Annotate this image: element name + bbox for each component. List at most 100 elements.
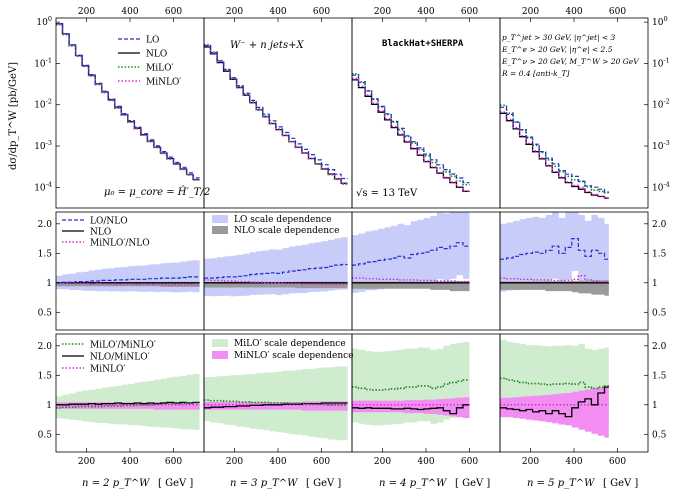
- svg-text:n = 3 p_T^W: n = 3 p_T^W: [230, 478, 298, 489]
- top-lo-curve-n5: [500, 106, 609, 193]
- legend-bot-minlo: MiNLO′: [62, 365, 125, 375]
- svg-text:n = 2 p_T^W: n = 2 p_T^W: [82, 478, 150, 489]
- bot-nlo-curve-n4: [352, 404, 470, 415]
- axis-ticks: 200 200 400 400 600 600 200 200 400 400 600 600 200 2…: [34, 7, 670, 467]
- bot-minlo-band-n4: [352, 397, 470, 418]
- svg-text:MiLO′ scale dependence: MiLO′ scale dependence: [234, 339, 346, 349]
- generator-label: BlackHat+SHERPA: [382, 39, 464, 49]
- x-axis-label-n3: n = 3 p_T^W [ GeV ]: [230, 478, 341, 489]
- y-tick-label-ratio-right: 1.5: [652, 371, 667, 381]
- mid-lo-curve-n2: [56, 276, 200, 284]
- x-tick-label-bot-n4: 400: [417, 457, 434, 467]
- energy-label: √s = 13 TeV: [356, 188, 418, 199]
- top-nlo-curve-n5: [500, 112, 609, 199]
- mid-lo-curve-n3: [204, 263, 348, 279]
- y-tick-label-ratio-right: 1: [652, 279, 658, 289]
- svg-text:NLO: NLO: [90, 228, 111, 238]
- cut-line-3: E_T^ν > 20 GeV, M_T^W > 20 GeV: [501, 57, 640, 66]
- top-frame-n2: [55, 17, 205, 209]
- svg-text:LO: LO: [146, 36, 159, 46]
- y-tick-label-top: 100: [36, 15, 52, 28]
- cut-line-1: p_T^jet > 30 GeV, |η^jet| < 3: [502, 33, 616, 42]
- legend-lo: LO: [118, 36, 159, 46]
- svg-text:MiNLO′ scale dependence: MiNLO′ scale dependence: [234, 351, 354, 361]
- legend-bot-nlo: NLO/MiNLO′: [62, 353, 150, 363]
- top-milo-curve-n5: [500, 104, 609, 194]
- y-tick-label-ratio: 1.5: [38, 249, 53, 259]
- y-tick-label-ratio: 1: [46, 401, 52, 411]
- x-tick-label-bot-n2: 600: [165, 457, 182, 467]
- svg-text:[ GeV ]: [ GeV ]: [603, 478, 638, 489]
- mid-lo-band-n4: [352, 212, 470, 293]
- svg-text:MiNLO′: MiNLO′: [146, 78, 181, 88]
- top-minlo-curve-n2: [56, 23, 200, 181]
- y-tick-label-top: 10-1: [34, 56, 52, 69]
- legend-lo-band: LO scale dependence: [212, 215, 332, 225]
- mid-frame-n5: [499, 211, 649, 331]
- svg-text:[ GeV ]: [ GeV ]: [455, 478, 490, 489]
- x-tick-label-top-n5: 400: [565, 7, 582, 17]
- top-minlo-curve-n5: [500, 111, 609, 199]
- mid-minlo-curve-n4: [352, 277, 470, 283]
- x-tick-label-top-n2: 200: [78, 7, 95, 17]
- svg-text:MiNLO′: MiNLO′: [90, 365, 125, 375]
- top-milo-curve-n3: [204, 43, 348, 185]
- y-tick-label-top-right: 10-4: [652, 180, 670, 193]
- cut-line-4: R = 0.4 [anti-k_T]: [501, 69, 569, 78]
- x-tick-label-bot-n5: 200: [522, 457, 539, 467]
- mid-lo-band-n3: [204, 237, 348, 297]
- svg-text:NLO: NLO: [146, 50, 167, 60]
- top-minlo-curve-n4: [352, 77, 470, 192]
- scale-bands: [56, 212, 609, 441]
- curves: [56, 23, 609, 418]
- bot-minlo-band-n5: [500, 385, 609, 438]
- y-tick-label-top-right: 10-2: [652, 98, 670, 111]
- top-nlo-curve-n4: [352, 79, 470, 193]
- y-tick-label-ratio-right: 2.0: [652, 342, 667, 352]
- mid-minlo-curve-n2: [56, 282, 200, 286]
- x-tick-label-bot-n2: 400: [121, 457, 138, 467]
- x-tick-label-top-n5: 600: [609, 7, 626, 17]
- svg-text:MiNLO′/NLO: MiNLO′/NLO: [90, 239, 150, 249]
- legend-minlo-band: MiNLO′ scale dependence: [212, 351, 354, 361]
- bot-milo-curve-n2: [56, 402, 200, 409]
- mid-lo-curve-n4: [352, 242, 470, 266]
- y-tick-label-top-right: 100: [652, 15, 668, 28]
- y-tick-label-ratio: 1.5: [38, 371, 53, 381]
- svg-text:MiLO′: MiLO′: [146, 64, 174, 74]
- x-tick-label-bot-n3: 400: [269, 457, 286, 467]
- mid-nlo-band-n4: [352, 281, 470, 292]
- svg-text:[ GeV ]: [ GeV ]: [306, 478, 341, 489]
- top-minlo-curve-n3: [204, 45, 348, 185]
- y-tick-label-top: 10-4: [34, 180, 52, 193]
- legend-mid-nlo: NLO: [62, 228, 111, 238]
- y-tick-label-ratio-right: 0.5: [652, 308, 667, 318]
- x-tick-label-top-n2: 600: [165, 7, 182, 17]
- x-axis-label-n5: n = 5 p_T^W [ GeV ]: [527, 478, 638, 489]
- x-tick-label-bot-n4: 200: [374, 457, 391, 467]
- bot-milo-curve-n4: [352, 379, 470, 391]
- x-axis-label-n2: n = 2 p_T^W [ GeV ]: [82, 478, 193, 489]
- legend-mid-lo-nlo: LO/NLO: [62, 217, 128, 227]
- legend-nlo-band: NLO scale dependence: [212, 226, 339, 236]
- process-label: W⁻ + n jets+X: [230, 40, 304, 51]
- legend-milo: MiLO′: [118, 64, 174, 74]
- svg-text:n = 5 p_T^W: n = 5 p_T^W: [527, 478, 595, 489]
- mid-lo-band-n2: [56, 260, 200, 293]
- x-tick-label-bot-n5: 400: [565, 457, 582, 467]
- svg-text:NLO/MiNLO′: NLO/MiNLO′: [90, 353, 150, 363]
- top-lo-curve-n2: [56, 23, 200, 179]
- x-tick-label-top-n2: 400: [121, 7, 138, 17]
- y-tick-label-ratio: 2.0: [38, 342, 53, 352]
- y-tick-label-ratio-right: 1: [652, 401, 658, 411]
- svg-text:NLO scale dependence: NLO scale dependence: [234, 226, 339, 236]
- x-tick-label-bot-n5: 600: [609, 457, 626, 467]
- svg-text:MiLO′/MiNLO′: MiLO′/MiNLO′: [90, 341, 156, 351]
- y-tick-label-ratio-right: 2.0: [652, 220, 667, 230]
- x-tick-label-bot-n4: 600: [461, 457, 478, 467]
- y-tick-label-ratio: 0.5: [38, 430, 53, 440]
- y-tick-label-top: 10-2: [34, 98, 52, 111]
- x-tick-label-top-n3: 600: [313, 7, 330, 17]
